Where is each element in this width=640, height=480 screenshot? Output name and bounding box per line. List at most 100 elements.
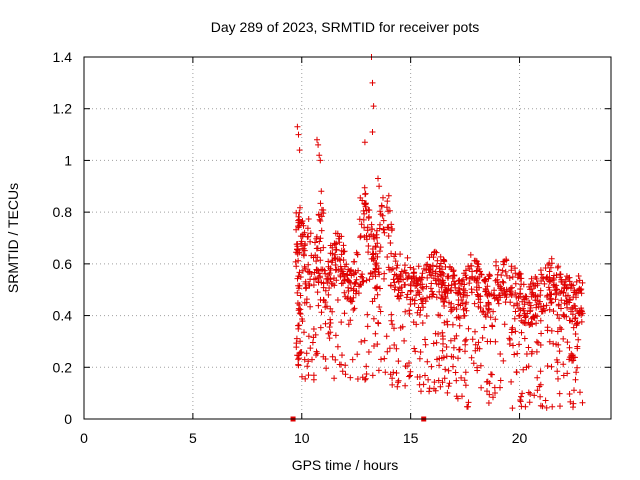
data-point (558, 297, 565, 304)
data-point (384, 254, 391, 260)
data-point (471, 276, 478, 283)
data-point (404, 291, 411, 298)
data-point (366, 276, 373, 283)
data-point (560, 361, 567, 368)
data-point (561, 300, 568, 307)
data-point (522, 320, 529, 327)
data-point (450, 344, 457, 351)
data-point (401, 282, 408, 288)
data-point (427, 271, 434, 278)
data-point (550, 282, 557, 289)
data-point (297, 204, 303, 211)
data-point (577, 287, 584, 294)
data-point (418, 296, 424, 303)
data-point (518, 275, 525, 282)
data-point (349, 298, 356, 305)
data-point (450, 267, 457, 274)
data-point (538, 271, 545, 278)
data-point (316, 238, 323, 245)
data-point (544, 327, 551, 334)
data-point (486, 271, 493, 278)
data-point (526, 399, 533, 406)
data-point (542, 265, 549, 271)
data-point (491, 384, 498, 391)
data-point (468, 289, 475, 296)
data-point (549, 277, 556, 284)
data-point (294, 246, 300, 253)
data-point (399, 289, 405, 296)
data-point (575, 336, 582, 343)
data-point (397, 271, 404, 278)
data-point (578, 286, 585, 293)
data-point (304, 225, 311, 232)
y-tick-label: 0 (64, 411, 72, 427)
data-point (469, 268, 476, 275)
data-point (342, 362, 349, 369)
data-point (563, 313, 570, 320)
data-point (325, 291, 332, 298)
data-point (334, 343, 341, 350)
data-point (384, 348, 391, 355)
data-point (491, 287, 498, 294)
data-point (296, 147, 303, 154)
data-point (480, 308, 487, 315)
data-point (508, 267, 515, 274)
data-point (490, 394, 496, 401)
data-point (579, 279, 586, 286)
data-point (375, 320, 382, 327)
data-point (418, 274, 425, 281)
data-point (404, 254, 411, 261)
data-point (347, 374, 354, 381)
data-point (438, 355, 445, 362)
data-point (358, 338, 365, 345)
data-point (307, 238, 314, 245)
data-point (503, 272, 510, 279)
data-point (380, 194, 386, 201)
data-point (293, 263, 300, 270)
data-point (571, 287, 578, 294)
data-point (375, 175, 381, 182)
data-point (465, 325, 472, 332)
data-point (388, 227, 395, 234)
data-point (438, 284, 445, 291)
data-point (514, 300, 520, 307)
data-point (307, 345, 314, 352)
data-point (385, 264, 392, 271)
data-point (525, 363, 532, 370)
data-point (374, 240, 381, 247)
data-point (438, 295, 444, 302)
data-point (564, 304, 571, 311)
data-point (362, 201, 369, 208)
data-point (293, 335, 300, 342)
data-point (395, 358, 402, 365)
data-point (453, 332, 460, 339)
data-point (312, 239, 318, 246)
data-point (446, 299, 452, 306)
data-point (513, 369, 520, 375)
data-point (566, 344, 573, 351)
data-point (478, 271, 485, 278)
data-point (553, 341, 560, 348)
data-point (530, 292, 537, 299)
data-point (388, 250, 395, 257)
data-point (323, 276, 330, 282)
data-point (377, 221, 383, 228)
data-point (427, 285, 434, 292)
data-point (361, 184, 368, 191)
data-point (316, 216, 323, 223)
data-point (457, 280, 464, 287)
data-point (337, 263, 344, 270)
data-point (348, 267, 355, 274)
data-point (547, 296, 553, 303)
data-point (363, 277, 370, 284)
data-point (318, 188, 325, 195)
data-point (304, 268, 311, 275)
data-point (419, 270, 426, 277)
data-point (552, 287, 559, 294)
data-point (574, 319, 581, 326)
data-point (416, 355, 423, 362)
y-tick-label: 1 (64, 152, 72, 168)
data-point (390, 276, 397, 283)
data-point (556, 290, 563, 297)
data-point (342, 371, 349, 378)
